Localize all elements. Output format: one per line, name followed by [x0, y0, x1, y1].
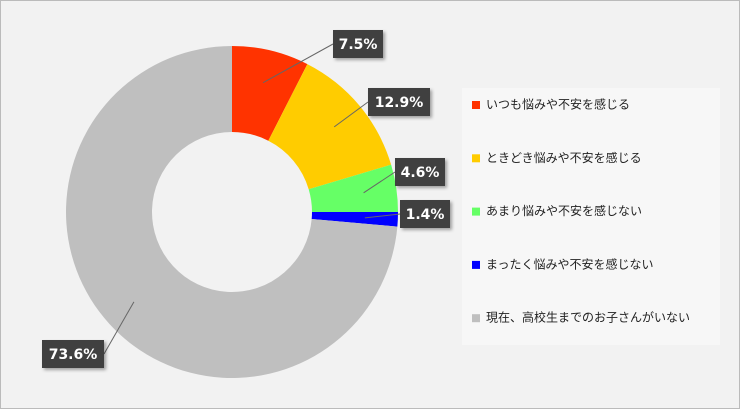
value-label: 1.4%: [406, 207, 445, 223]
value-label-box: [333, 30, 383, 58]
value-label: 12.9%: [375, 95, 424, 111]
legend-label: ときどき悩みや不安を感じる: [486, 150, 642, 165]
donut-slice: [232, 46, 308, 141]
legend-swatch: [472, 207, 480, 216]
donut-slice: [311, 212, 398, 227]
value-label: 73.6%: [49, 347, 98, 363]
legend-label: まったく悩みや不安を感じない: [486, 256, 654, 271]
legend-label: あまり悩みや不安を感じない: [486, 203, 642, 218]
leader-line: [364, 213, 401, 219]
value-label: 4.6%: [401, 165, 440, 181]
leader-line: [333, 101, 369, 128]
legend-swatch: [472, 101, 480, 109]
leader-line: [262, 43, 334, 84]
legend-label: 現在、高校生までのお子さんがいない: [486, 310, 690, 325]
leader-line: [103, 301, 135, 355]
value-label: 7.5%: [339, 37, 378, 53]
legend-swatch: [472, 154, 480, 163]
legend-swatch: [472, 314, 480, 323]
value-label-box: [42, 340, 104, 368]
donut-slice: [268, 64, 392, 190]
donut-slice: [308, 164, 398, 212]
legend-box: [462, 88, 720, 345]
legend-swatch: [472, 260, 480, 269]
value-label-box: [400, 200, 450, 228]
legend-label: いつも悩みや不安を感じる: [486, 97, 630, 112]
leader-line: [363, 171, 396, 194]
value-label-box: [368, 88, 430, 116]
donut-slice: [65, 46, 398, 379]
value-label-box: [395, 158, 445, 186]
